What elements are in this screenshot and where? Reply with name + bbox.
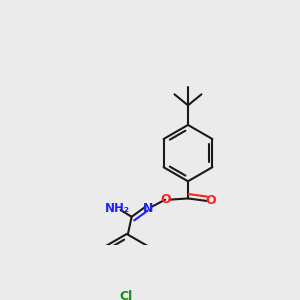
Text: NH₂: NH₂: [104, 202, 129, 215]
Text: N: N: [143, 202, 154, 215]
Text: Cl: Cl: [119, 290, 132, 300]
Text: O: O: [206, 194, 216, 207]
Text: O: O: [160, 193, 170, 206]
